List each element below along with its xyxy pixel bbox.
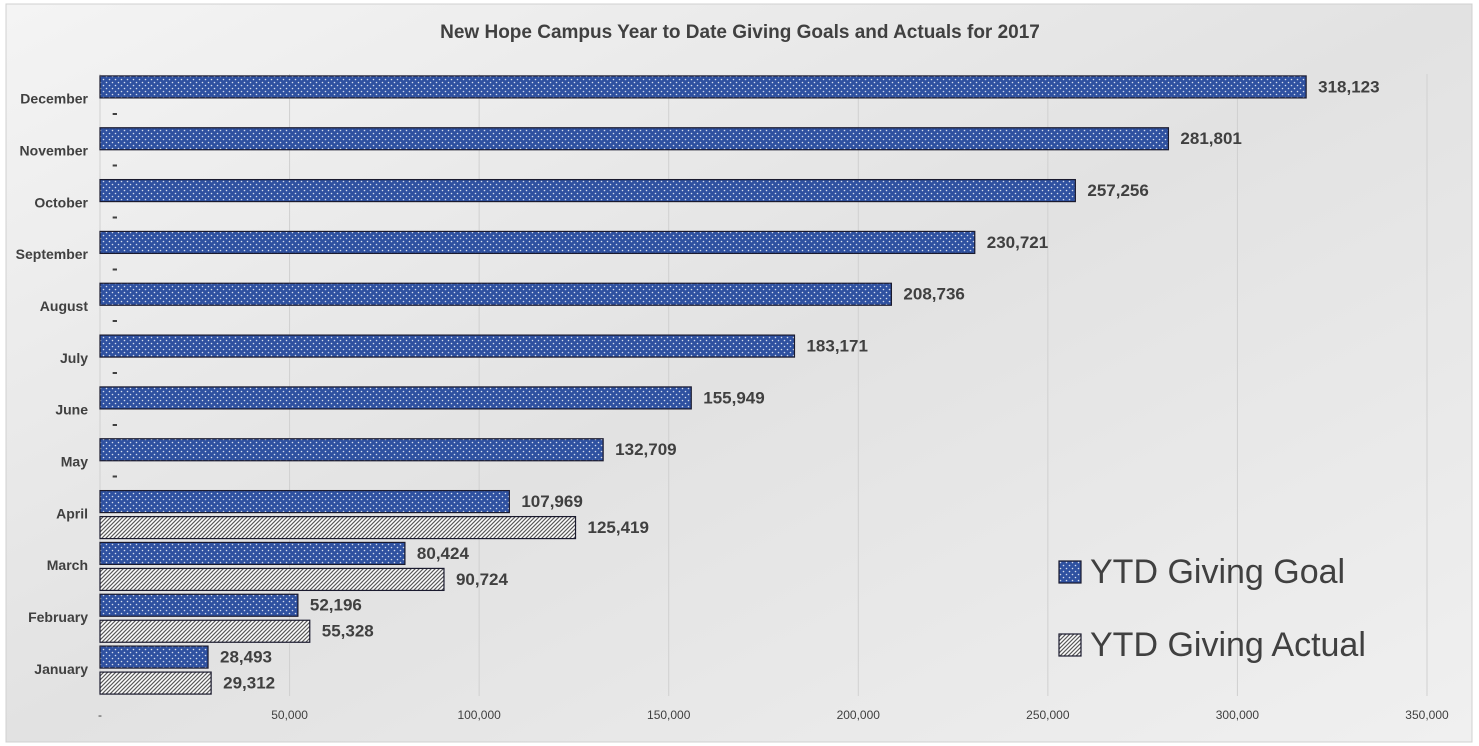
bar: [99, 593, 299, 617]
bar: [99, 334, 796, 358]
chart-frame: [5, 3, 1473, 743]
bar: [99, 645, 209, 669]
bar: [99, 438, 604, 462]
bar: [99, 127, 1170, 151]
data-label: -: [112, 259, 118, 278]
data-label: 318,123: [1318, 77, 1379, 96]
legend-label: YTD Giving Actual: [1090, 626, 1366, 664]
y-tick-label: January: [34, 661, 88, 677]
data-label: 28,493: [220, 648, 272, 667]
bar: [99, 75, 1307, 99]
bar: [99, 282, 893, 306]
bar: [99, 386, 692, 410]
bar: [99, 567, 445, 592]
data-label: 107,969: [521, 492, 582, 511]
chart-title: New Hope Campus Year to Date Giving Goal…: [440, 22, 1040, 43]
data-label: 155,949: [703, 388, 764, 407]
data-label: 281,801: [1180, 129, 1241, 148]
data-label: 52,196: [310, 596, 362, 615]
data-label: -: [112, 207, 118, 226]
y-tick-label: October: [34, 194, 88, 210]
y-tick-label: February: [28, 609, 88, 625]
data-label: 90,724: [456, 570, 509, 589]
x-tick-label: 50,000: [271, 708, 308, 722]
data-label: -: [112, 466, 118, 485]
legend-label: YTD Giving Goal: [1090, 553, 1345, 591]
y-tick-label: May: [61, 453, 88, 469]
bar: [99, 230, 976, 255]
data-label: 80,424: [417, 544, 470, 563]
x-tick-label: 250,000: [1026, 708, 1070, 722]
data-label: 125,419: [588, 518, 649, 537]
x-tick-label: 300,000: [1216, 708, 1260, 722]
y-tick-label: March: [47, 557, 88, 573]
bar: [99, 515, 577, 540]
x-tick-label: 200,000: [837, 708, 881, 722]
data-label: -: [112, 103, 118, 122]
data-label: -: [112, 414, 118, 433]
data-label: -: [112, 155, 118, 174]
data-label: -: [112, 363, 118, 382]
data-label: 257,256: [1087, 181, 1148, 200]
data-label: 29,312: [223, 674, 275, 693]
data-label: 55,328: [322, 622, 374, 641]
bar: [99, 489, 510, 514]
y-tick-label: November: [20, 142, 89, 158]
data-label: 208,736: [903, 285, 964, 304]
bar: [99, 671, 212, 695]
x-tick-label: 150,000: [647, 708, 691, 722]
x-tick-label: 100,000: [457, 708, 501, 722]
data-label: 132,709: [615, 440, 676, 459]
legend-swatch: [1058, 633, 1082, 657]
y-tick-label: August: [40, 298, 89, 314]
x-tick-label: -: [98, 708, 102, 722]
data-label: -: [112, 311, 118, 330]
y-tick-label: June: [55, 402, 88, 418]
y-tick-label: December: [20, 91, 88, 107]
bar: [99, 619, 311, 643]
bar: [99, 178, 1076, 203]
data-label: 183,171: [806, 337, 867, 356]
x-tick-label: 350,000: [1405, 708, 1449, 722]
y-tick-label: April: [56, 505, 88, 521]
data-label: 230,721: [987, 233, 1048, 252]
bar: [99, 541, 406, 566]
y-tick-label: July: [60, 350, 88, 366]
y-tick-label: September: [16, 246, 89, 262]
legend-swatch: [1058, 560, 1082, 584]
